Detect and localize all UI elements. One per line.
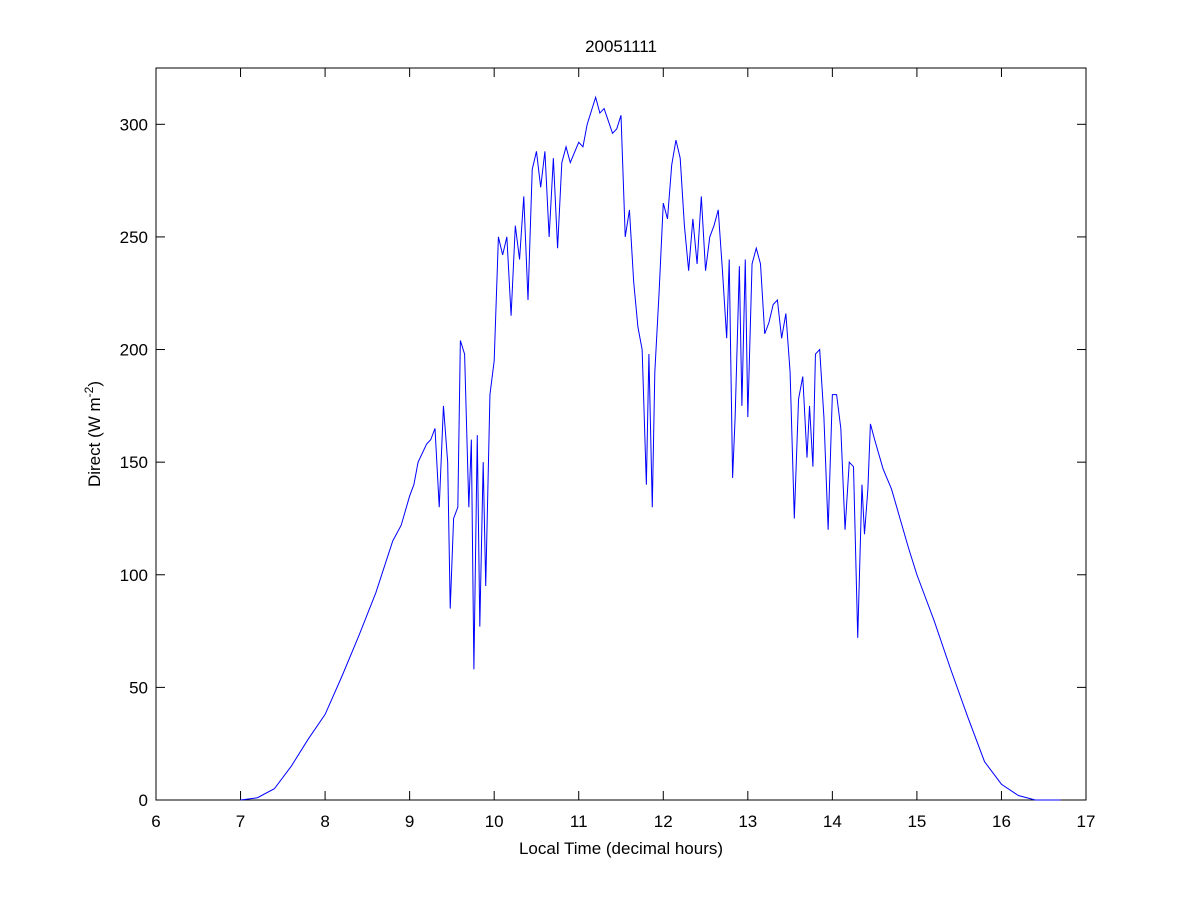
x-tick-label: 8 [320,812,329,831]
x-tick-label: 16 [992,812,1011,831]
y-label-text: Direct (W m [85,397,104,487]
x-tick-label: 9 [405,812,414,831]
y-tick-label: 250 [120,228,148,247]
y-tick-label: 0 [139,791,148,810]
x-tick-label: 12 [654,812,673,831]
x-tick-label: 15 [907,812,926,831]
y-axis-label: Direct (W m-2) [82,381,104,487]
x-tick-label: 11 [570,812,588,831]
y-tick-label: 200 [120,341,148,360]
x-tick-label: 7 [236,812,245,831]
plot-frame [155,67,1087,801]
x-tick-label: 14 [823,812,842,831]
y-tick-label: 150 [120,453,148,472]
y-tick-label: 100 [120,566,148,585]
x-tick-label: 17 [1077,812,1096,831]
line-series [240,95,1061,801]
y-label-suffix: ) [85,381,104,387]
chart-title: 20051111 [585,37,657,56]
x-tick-label: 6 [151,812,160,831]
x-tick-label: 10 [485,812,504,831]
y-tick-label: 300 [120,115,148,134]
y-label-sup: -2 [82,386,96,397]
x-axis-label: Local Time (decimal hours) [519,839,723,858]
y-tick-label: 50 [129,678,148,697]
x-tick-label: 13 [738,812,757,831]
